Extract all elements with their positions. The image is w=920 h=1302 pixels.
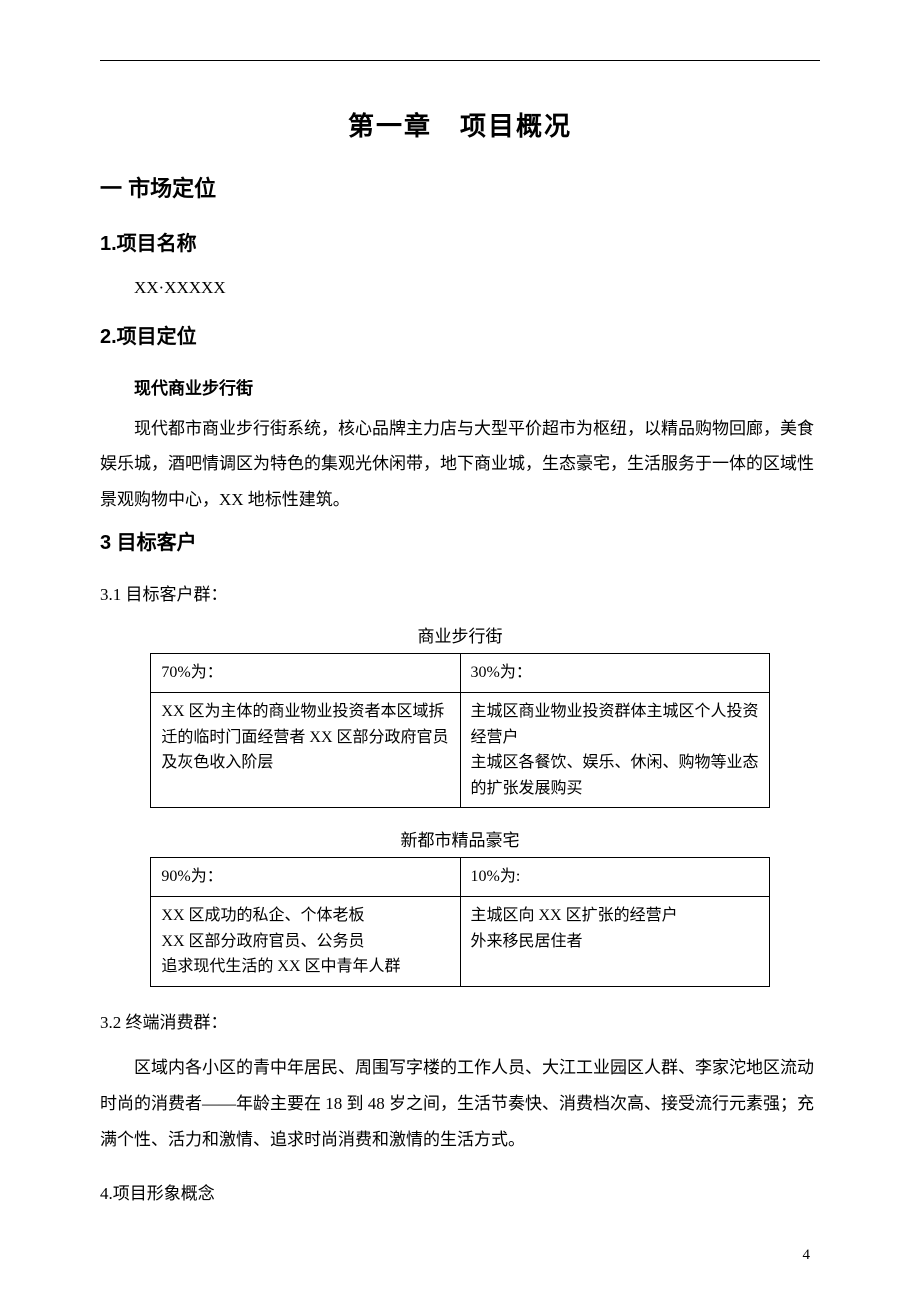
table-1: 70%为： 30%为： XX 区为主体的商业物业投资者本区域拆迁的临时门面经营者… xyxy=(150,653,769,808)
table1-header-right: 30%为： xyxy=(460,654,769,693)
point-3-2-paragraph: 区域内各小区的青中年居民、周围写字楼的工作人员、大江工业园区人群、李家沱地区流动… xyxy=(100,1050,820,1157)
table-row: XX 区为主体的商业物业投资者本区域拆迁的临时门面经营者 XX 区部分政府官员及… xyxy=(151,693,769,808)
subsection-title-3: 3 目标客户 xyxy=(100,526,820,555)
page-container: 第一章 项目概况 一 市场定位 1.项目名称 XX·XXXXX 2.项目定位 现… xyxy=(0,0,920,1302)
table1-body-left: XX 区为主体的商业物业投资者本区域拆迁的临时门面经营者 XX 区部分政府官员及… xyxy=(151,693,460,808)
table-2: 90%为： 10%为: XX 区成功的私企、个体老板XX 区部分政府官员、公务员… xyxy=(150,857,769,986)
project-name: XX·XXXXX xyxy=(100,278,820,298)
subsection-title-2: 2.项目定位 xyxy=(100,320,820,349)
page-number: 4 xyxy=(803,1247,811,1264)
table1-body-right: 主城区商业物业投资群体主城区个人投资经营户主城区各餐饮、娱乐、休闲、购物等业态的… xyxy=(460,693,769,808)
point-3-2-label: 3.2 终端消费群： xyxy=(100,1005,820,1041)
chapter-title: 第一章 项目概况 xyxy=(100,106,820,143)
subsection-title-1: 1.项目名称 xyxy=(100,227,820,256)
table2-header-right: 10%为: xyxy=(460,858,769,897)
table1-header-left: 70%为： xyxy=(151,654,460,693)
table2-body-right: 主城区向 XX 区扩张的经营户外来移民居住者 xyxy=(460,897,769,987)
table-row: XX 区成功的私企、个体老板XX 区部分政府官员、公务员追求现代生活的 XX 区… xyxy=(151,897,769,987)
table-row: 70%为： 30%为： xyxy=(151,654,769,693)
subsection-title-4: 4.项目形象概念 xyxy=(100,1176,820,1212)
table2-header-left: 90%为： xyxy=(151,858,460,897)
positioning-paragraph: 现代都市商业步行街系统，核心品牌主力店与大型平价超市为枢纽，以精品购物回廊，美食… xyxy=(100,411,820,518)
section-title-1: 一 市场定位 xyxy=(100,171,820,203)
table2-caption: 新都市精品豪宅 xyxy=(100,826,820,851)
table2-body-left: XX 区成功的私企、个体老板XX 区部分政府官员、公务员追求现代生活的 XX 区… xyxy=(151,897,460,987)
table1-caption: 商业步行街 xyxy=(100,622,820,647)
point-3-1-label: 3.1 目标客户群： xyxy=(100,577,820,613)
positioning-bold: 现代商业步行街 xyxy=(100,371,820,407)
table-row: 90%为： 10%为: xyxy=(151,858,769,897)
top-rule xyxy=(100,60,820,61)
